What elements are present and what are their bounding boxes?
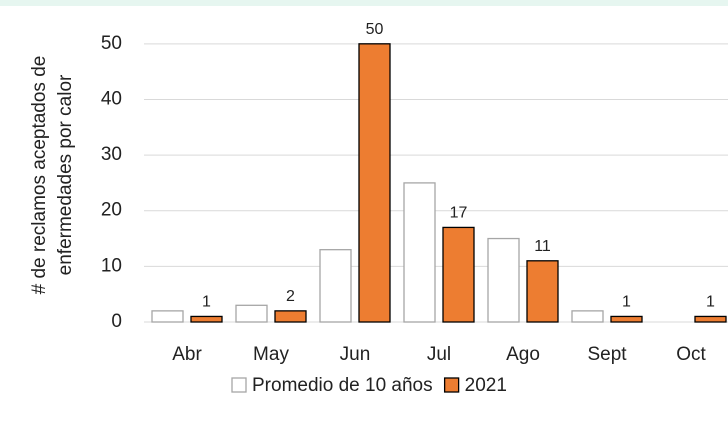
y-tick-label: 0: [111, 311, 122, 332]
bar: [190, 315, 223, 323]
data-label: 2: [286, 288, 295, 305]
y-axis-label: # de reclamos aceptados de: [29, 56, 50, 295]
data-label: 11: [534, 238, 551, 255]
bar: [442, 226, 475, 323]
bar: [694, 315, 727, 323]
x-tick-label: Jul: [427, 344, 451, 365]
data-label: 17: [450, 205, 468, 222]
data-label: 1: [622, 294, 631, 311]
legend-swatch: [231, 377, 247, 393]
bar: [610, 315, 643, 323]
x-tick-label: Abr: [172, 344, 202, 365]
y-tick-label: 30: [101, 144, 122, 165]
legend-label: Promedio de 10 años: [252, 375, 433, 396]
bar: [403, 182, 436, 323]
y-tick-label: 40: [101, 88, 122, 109]
data-label: 1: [202, 294, 211, 311]
bar: [274, 310, 307, 323]
bar: [487, 237, 520, 323]
bar: [151, 310, 184, 323]
y-tick-label: 10: [101, 255, 122, 276]
y-tick-label: 50: [101, 33, 122, 54]
x-tick-label: Ago: [506, 344, 540, 365]
y-axis-label: enfermedades por calor: [55, 74, 76, 275]
x-tick-label: Sept: [587, 344, 627, 365]
x-tick-label: May: [253, 344, 289, 365]
bar: [235, 304, 268, 323]
x-tick-label: Oct: [676, 344, 706, 365]
legend-swatch: [443, 377, 460, 393]
data-label: 1: [706, 294, 715, 311]
legend-label: 2021: [465, 375, 507, 396]
bar: [526, 260, 559, 323]
data-label: 50: [366, 21, 384, 38]
bar: [358, 43, 391, 323]
bar: [571, 310, 604, 323]
top-band: [0, 0, 728, 6]
bar: [319, 249, 352, 323]
y-tick-label: 20: [101, 200, 122, 221]
x-tick-label: Jun: [340, 344, 371, 365]
